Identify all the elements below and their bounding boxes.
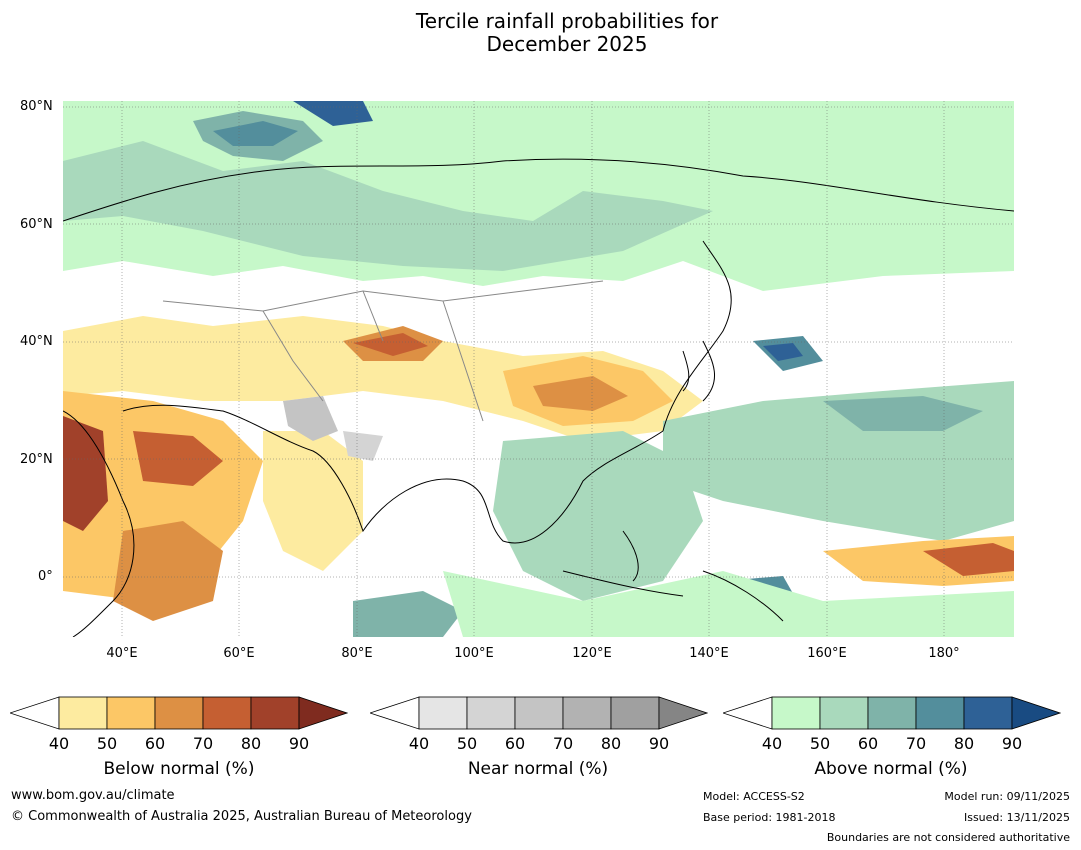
coastline-indonesia bbox=[562, 530, 784, 622]
colorbar-below-normal bbox=[10, 696, 348, 730]
colorbar-above-under-arrow bbox=[723, 696, 773, 730]
model-name: Model: ACCESS-S2 bbox=[703, 790, 805, 803]
lat-label-60n: 60°N bbox=[20, 217, 53, 232]
colorbar-below-tick: 70 bbox=[192, 734, 214, 753]
coastline-eurasia bbox=[63, 158, 1014, 544]
title-line-1: Tercile rainfall probabilities for bbox=[415, 9, 719, 33]
lon-label-160e: 160°E bbox=[807, 646, 847, 661]
colorbar-near-label: Near normal (%) bbox=[467, 759, 609, 779]
rainfall-probability-map bbox=[63, 101, 1014, 637]
colorbar-above-tick: 50 bbox=[809, 734, 831, 753]
map-gridlines bbox=[63, 101, 1014, 637]
colorbar-above-tick: 70 bbox=[905, 734, 927, 753]
colorbar-above-label: Above normal (%) bbox=[814, 759, 968, 779]
colorbar-near-tick: 60 bbox=[504, 734, 526, 753]
above-zone-bottom-band bbox=[443, 571, 1014, 637]
country-boundaries bbox=[162, 280, 604, 422]
colorbar-above-tick: 90 bbox=[1001, 734, 1023, 753]
model-run-date: Model run: 09/11/2025 bbox=[944, 790, 1070, 803]
colorbar-below-swatch-70-80 bbox=[202, 696, 252, 730]
lon-label-40e: 40°E bbox=[106, 646, 138, 661]
above-zone-pacific-core bbox=[823, 396, 983, 431]
coastline-africa bbox=[63, 410, 135, 637]
below-zone-red-sea bbox=[63, 416, 108, 531]
colorbar-near-swatch-80-90 bbox=[610, 696, 660, 730]
colorbar-near-under-arrow bbox=[370, 696, 420, 730]
colorbar-above-swatch-50-60 bbox=[819, 696, 869, 730]
colorbar-above-tick: 80 bbox=[953, 734, 975, 753]
lon-label-60e: 60°E bbox=[223, 646, 255, 661]
colorbar-near-normal bbox=[370, 696, 708, 730]
above-zone-ural-core bbox=[213, 121, 298, 146]
lat-label-20n: 20°N bbox=[20, 452, 53, 467]
below-zone-china-core bbox=[533, 376, 628, 411]
below-zone-india bbox=[263, 431, 363, 571]
colorbar-near-over-arrow bbox=[658, 696, 708, 730]
below-zone-somalia bbox=[113, 521, 223, 621]
colorbar-below-over-arrow bbox=[298, 696, 348, 730]
colorbar-above-swatch-60-70 bbox=[867, 696, 917, 730]
colorbar-above-swatch-70-80 bbox=[915, 696, 965, 730]
above-zone-indian-ocean bbox=[353, 591, 463, 637]
chart-title: Tercile rainfall probabilities for Decem… bbox=[0, 10, 1081, 56]
lon-label-100e: 100°E bbox=[454, 646, 494, 661]
lat-label-40n: 40°N bbox=[20, 334, 53, 349]
colorbar-below-swatch-50-60 bbox=[106, 696, 156, 730]
colorbar-above-swatch-40-50 bbox=[771, 696, 821, 730]
lat-label-80n: 80°N bbox=[20, 99, 53, 114]
colorbar-below-tick: 60 bbox=[144, 734, 166, 753]
colorbar-near-tick: 90 bbox=[648, 734, 670, 753]
above-zone-japan-core bbox=[763, 343, 803, 361]
colorbar-near-tick: 70 bbox=[552, 734, 574, 753]
above-zone-se-asia bbox=[493, 431, 703, 601]
issued-date: Issued: 13/11/2025 bbox=[963, 811, 1070, 824]
colorbar-near-swatch-60-70 bbox=[514, 696, 564, 730]
lon-label-140e: 140°E bbox=[689, 646, 729, 661]
colorbar-below-swatch-60-70 bbox=[154, 696, 204, 730]
colorbar-below-swatch-40-50 bbox=[58, 696, 108, 730]
lon-label-120e: 120°E bbox=[572, 646, 612, 661]
above-zone-siberia bbox=[63, 141, 713, 271]
colorbar-below-swatch-80-90 bbox=[250, 696, 300, 730]
colorbar-near-tick: 50 bbox=[456, 734, 478, 753]
colorbar-below-tick: 50 bbox=[96, 734, 118, 753]
colorbar-below-label: Below normal (%) bbox=[103, 759, 255, 779]
near-zone-mid-asia bbox=[343, 431, 383, 461]
colorbar-near-swatch-70-80 bbox=[562, 696, 612, 730]
colorbar-below-tick: 80 bbox=[240, 734, 262, 753]
colorbar-above-tick: 60 bbox=[857, 734, 879, 753]
colorbar-below-under-arrow bbox=[10, 696, 60, 730]
base-period: Base period: 1981-2018 bbox=[703, 811, 836, 824]
below-zone-arabia-core bbox=[133, 431, 223, 486]
colorbar-below-tick: 40 bbox=[48, 734, 70, 753]
copyright-text: © Commonwealth of Australia 2025, Austra… bbox=[11, 809, 472, 824]
colorbar-near-swatch-50-60 bbox=[466, 696, 516, 730]
colorbar-above-over-arrow bbox=[1011, 696, 1061, 730]
boundary-disclaimer: Boundaries are not considered authoritat… bbox=[826, 831, 1070, 844]
lat-label-0: 0° bbox=[38, 569, 53, 584]
lon-label-80e: 80°E bbox=[341, 646, 373, 661]
title-line-2: December 2025 bbox=[486, 32, 648, 56]
colorbar-above-swatch-80-90 bbox=[963, 696, 1013, 730]
colorbar-near-tick: 40 bbox=[408, 734, 430, 753]
above-zone-arctic bbox=[293, 101, 373, 126]
colorbar-near-tick: 80 bbox=[600, 734, 622, 753]
near-zone-pakistan bbox=[283, 396, 338, 441]
colorbar-above-tick: 40 bbox=[761, 734, 783, 753]
colorbar-above-normal bbox=[723, 696, 1061, 730]
website-link[interactable]: www.bom.gov.au/climate bbox=[11, 788, 175, 803]
coastline-japan bbox=[682, 340, 716, 402]
below-zone-equatorial-core bbox=[923, 543, 1014, 576]
colorbar-below-tick: 90 bbox=[288, 734, 310, 753]
below-zone-tarim-core bbox=[353, 333, 428, 356]
colorbar-near-swatch-40-50 bbox=[418, 696, 468, 730]
lon-label-180: 180° bbox=[928, 646, 960, 661]
